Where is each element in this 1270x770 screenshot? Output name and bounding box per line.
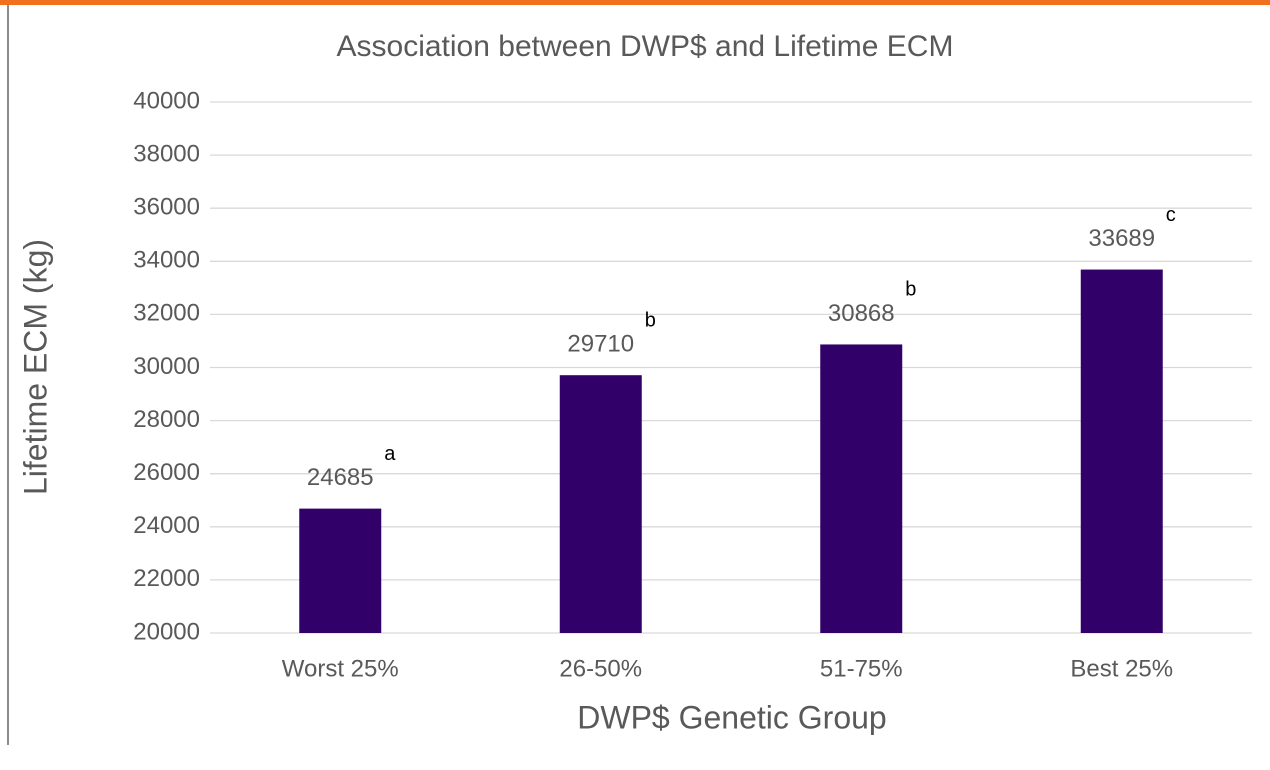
top-border — [0, 0, 1270, 5]
y-tick-label: 20000 — [133, 618, 200, 645]
y-tick-label: 36000 — [133, 194, 200, 221]
bar — [1080, 269, 1163, 633]
y-tick-label: 22000 — [133, 565, 200, 592]
x-tick-label: Best 25% — [1070, 655, 1173, 682]
bar — [299, 508, 382, 633]
y-tick-label: 32000 — [133, 300, 200, 327]
y-tick-label: 34000 — [133, 247, 200, 274]
data-label: 24685 — [307, 464, 374, 491]
y-axis-label: Lifetime ECM (kg) — [17, 239, 53, 495]
bar — [559, 375, 642, 633]
chart-title: Association between DWP$ and Lifetime EC… — [337, 30, 954, 63]
y-tick-label: 24000 — [133, 512, 200, 539]
x-tick-label: 51-75% — [820, 655, 903, 682]
data-annotation: c — [1166, 204, 1176, 226]
x-tick-label: 26-50% — [559, 655, 642, 682]
x-axis-label: DWP$ Genetic Group — [577, 699, 886, 735]
data-label: 30868 — [828, 300, 895, 327]
data-label: 29710 — [567, 331, 634, 358]
data-annotation: b — [905, 279, 916, 301]
data-annotation: b — [645, 309, 656, 331]
y-tick-label: 40000 — [133, 87, 200, 114]
x-tick-label: Worst 25% — [282, 655, 399, 682]
y-tick-label: 26000 — [133, 459, 200, 486]
data-label: 33689 — [1088, 225, 1155, 252]
data-annotation: a — [384, 443, 396, 465]
y-tick-label: 38000 — [133, 140, 200, 167]
y-tick-label: 28000 — [133, 406, 200, 433]
bar — [820, 344, 903, 633]
y-tick-label: 30000 — [133, 353, 200, 380]
